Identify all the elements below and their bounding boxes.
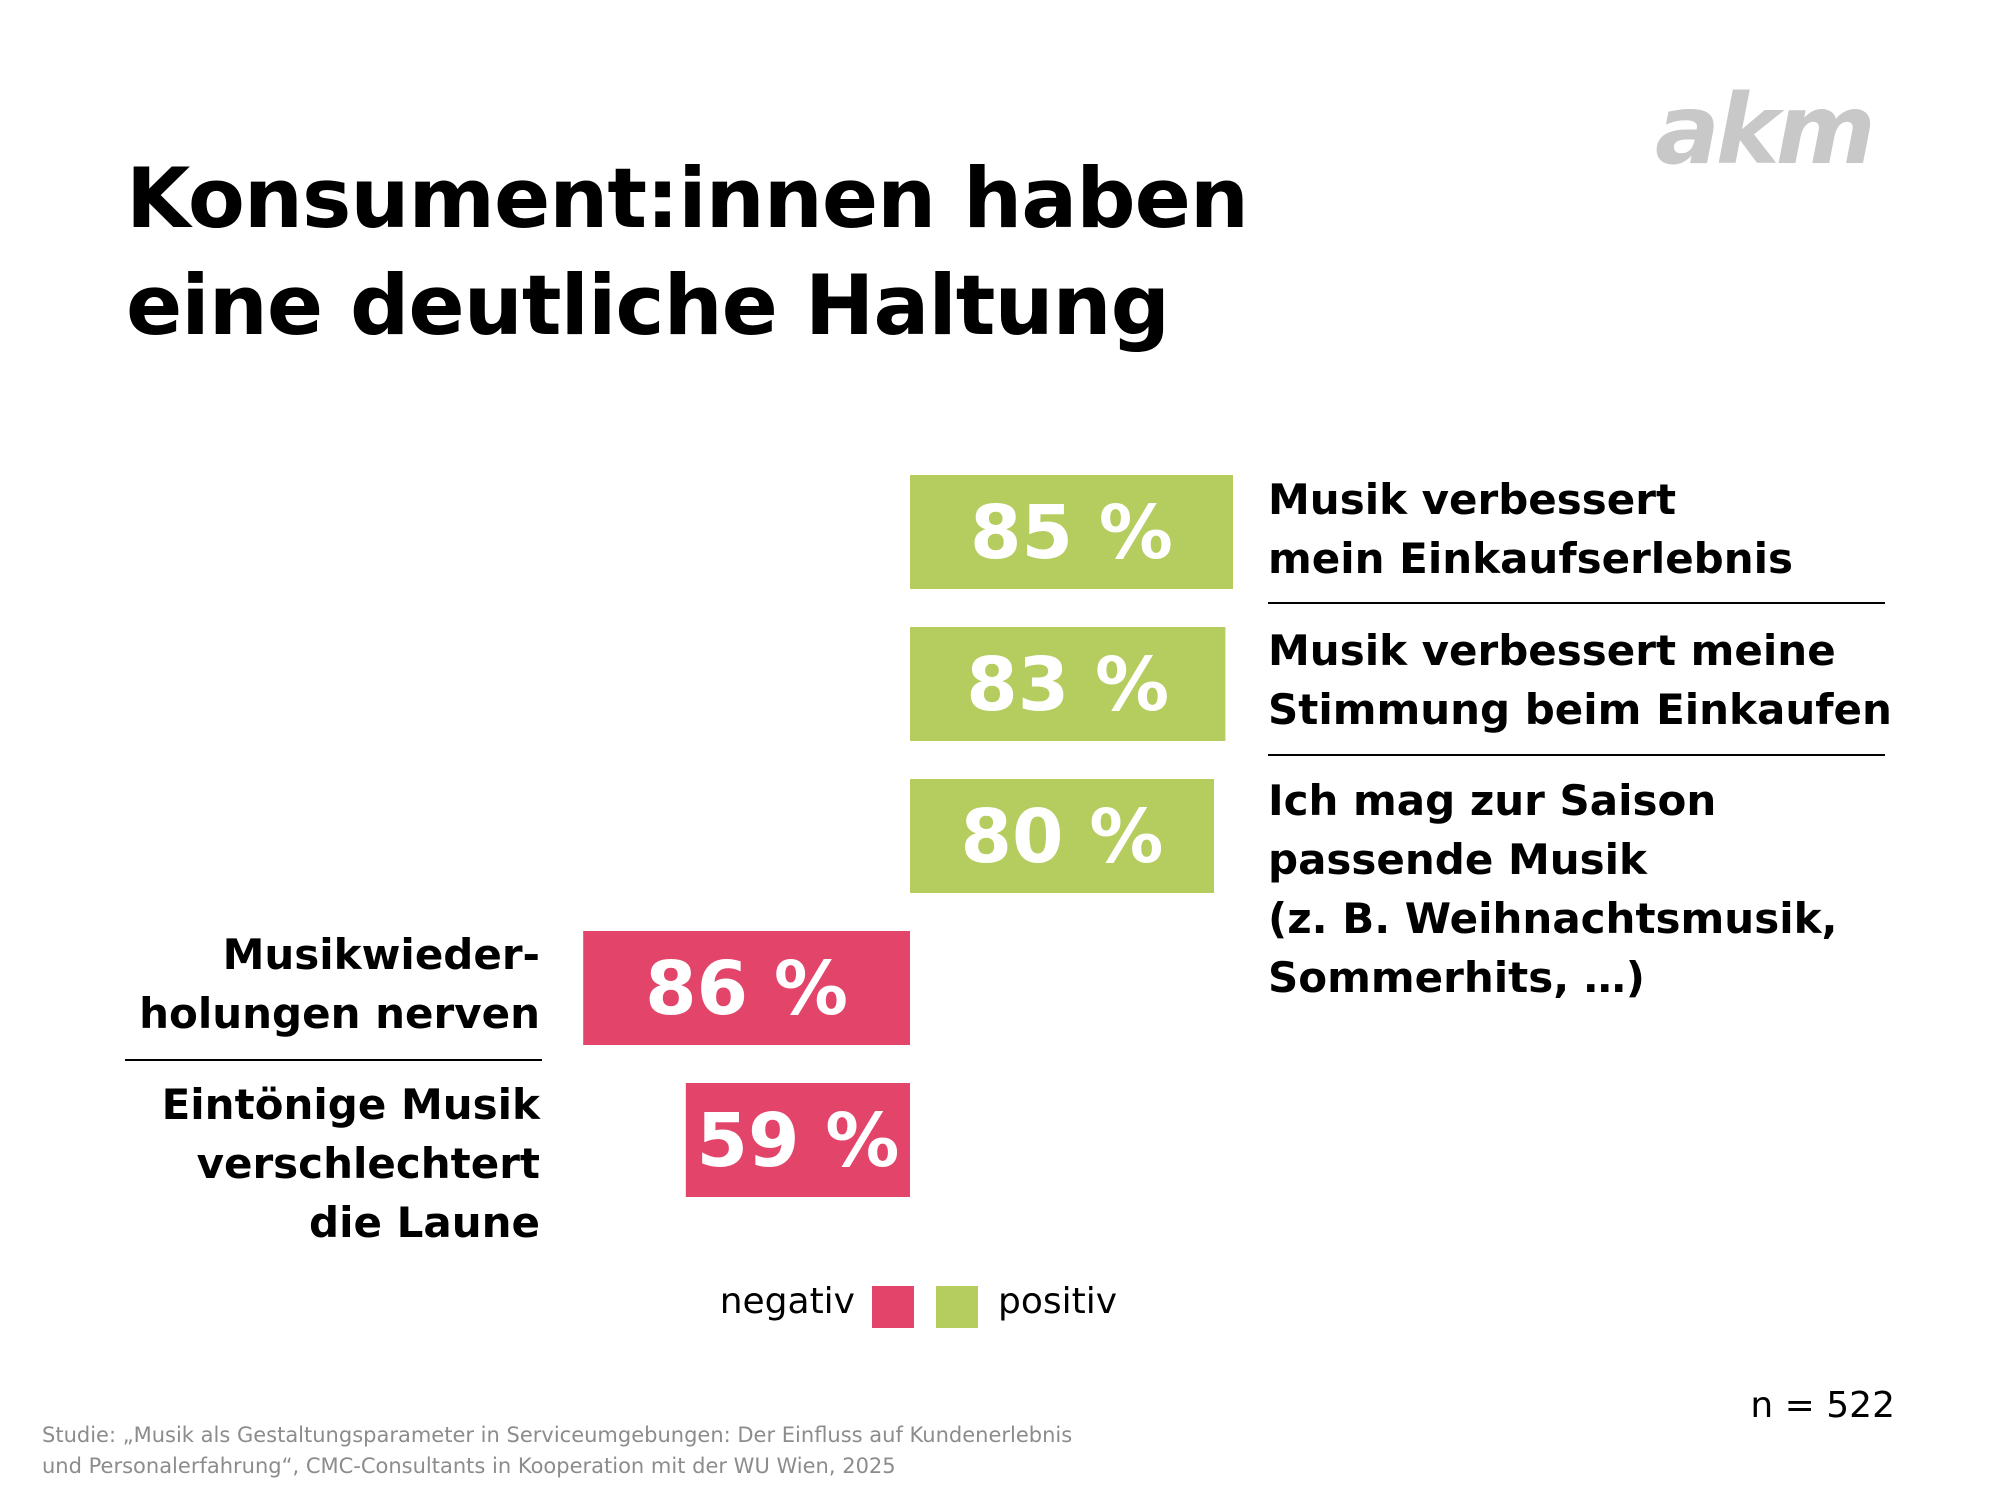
sample-size: n = 522 — [1750, 1385, 1895, 1426]
bar-value-label-1: 83 % — [966, 642, 1169, 728]
bar-label-stimmung: Musik verbessert meine Stimmung beim Ein… — [1268, 621, 1892, 739]
label-line: Musik verbessert — [1268, 475, 1677, 524]
label-line: Stimmung beim Einkaufen — [1268, 685, 1892, 734]
bar-positive-2 — [910, 779, 1214, 893]
bar-label-eintoenige-musik: Eintönige Musik verschlechtert die Laune — [162, 1075, 540, 1252]
bar-negative-3 — [583, 931, 910, 1045]
title-line-2: eine deutliche Haltung — [126, 257, 1170, 354]
label-line: Ich mag zur Saison — [1268, 776, 1717, 825]
bar-negative-4 — [685, 1083, 910, 1197]
bar-label-einkaufserlebnis: Musik verbessert mein Einkaufserlebnis — [1268, 470, 1793, 588]
title-line-1: Konsument:innen haben — [126, 150, 1249, 247]
page-title: Konsument:innen haben eine deutliche Hal… — [126, 145, 1249, 359]
legend-negative-label: negativ — [719, 1281, 855, 1322]
label-line: (z. B. Weihnachtsmusik, — [1268, 894, 1838, 943]
label-line: verschlechtert — [196, 1139, 540, 1188]
bar-value-label-0: 85 % — [970, 490, 1173, 576]
bar-positive-1 — [910, 627, 1226, 741]
divider-rule — [125, 1059, 542, 1061]
bar-label-saison-musik: Ich mag zur Saison passende Musik (z. B.… — [1268, 771, 1837, 1007]
label-line: Musik verbessert meine — [1268, 626, 1836, 675]
divider-rule — [1268, 602, 1885, 604]
bar-positive-0 — [910, 475, 1233, 589]
source-line-1: Studie: „Musik als Gestaltungsparameter … — [42, 1423, 1073, 1447]
bar-value-label-4: 59 % — [696, 1098, 899, 1184]
akm-logo: akm — [1655, 74, 1876, 186]
label-line: Eintönige Musik — [161, 1080, 540, 1129]
label-line: Musikwieder- — [222, 930, 540, 979]
divider-rule — [1268, 754, 1885, 756]
source-line-2: und Personalerfahrung“, CMC-Consultants … — [42, 1454, 896, 1478]
legend-positive-label: positiv — [998, 1281, 1118, 1322]
label-line: holungen nerven — [139, 989, 540, 1038]
bar-value-label-2: 80 % — [961, 794, 1164, 880]
legend-positive-swatch — [936, 1286, 978, 1328]
label-line: passende Musik — [1268, 835, 1647, 884]
legend-negative-swatch — [872, 1286, 914, 1328]
bar-label-wiederholungen: Musikwieder- holungen nerven — [139, 925, 540, 1043]
label-line: Sommerhits, …) — [1268, 953, 1645, 1002]
label-line: die Laune — [309, 1198, 540, 1247]
source-note: Studie: „Musik als Gestaltungsparameter … — [42, 1420, 1072, 1482]
label-line: mein Einkaufserlebnis — [1268, 534, 1794, 583]
bar-value-label-3: 86 % — [645, 946, 848, 1032]
